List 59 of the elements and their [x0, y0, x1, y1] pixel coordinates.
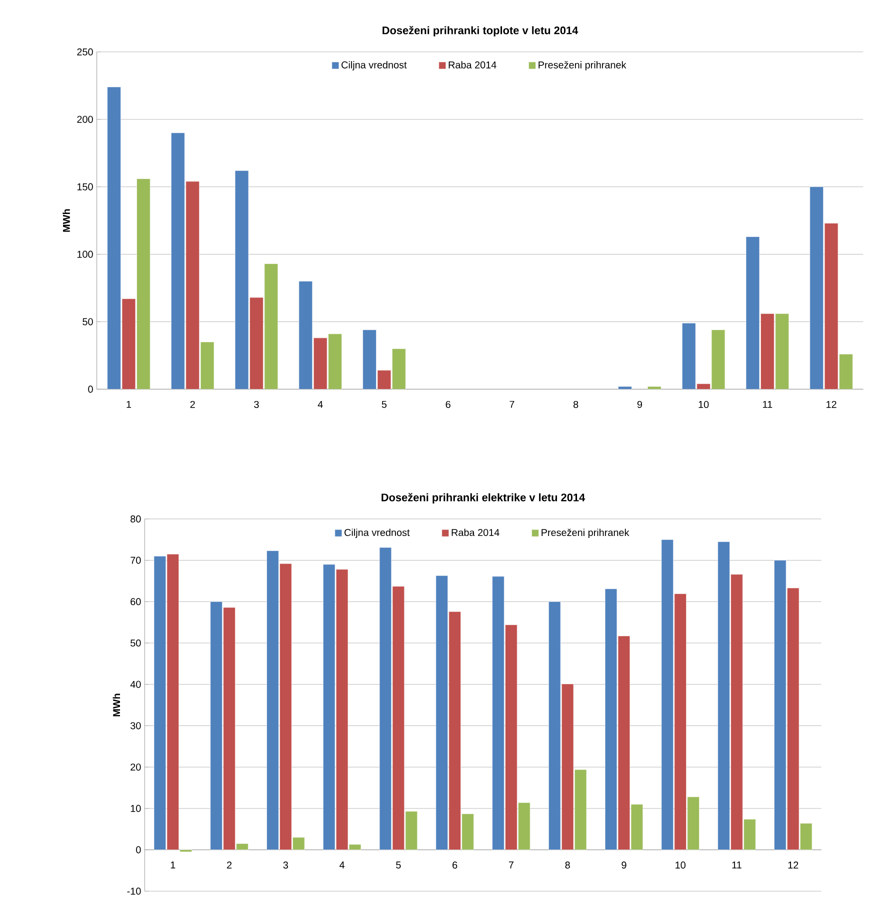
x-tick-label: 2	[190, 400, 195, 408]
legend-label: Preseženi prihranek	[542, 528, 630, 538]
x-tick-label: 11	[762, 400, 772, 408]
x-tick-label: 3	[254, 400, 259, 408]
chart-title: Doseženi prihranki toplote v letu 2014	[382, 26, 578, 36]
bar	[136, 178, 150, 390]
x-tick-label: 6	[452, 862, 458, 869]
y-tick-label: 50	[130, 640, 141, 647]
y-tick-label: 40	[130, 680, 141, 688]
x-tick-label: 6	[446, 400, 450, 408]
x-tick-label: 2	[226, 862, 232, 868]
chart-title: Doseženi prihranki elektrike v letu 2014	[382, 493, 585, 504]
y-tick-label: 10	[130, 804, 141, 812]
x-tick-label: 3	[283, 862, 288, 869]
bar	[618, 386, 632, 390]
x-tick-label: 1	[126, 400, 131, 408]
bar	[839, 354, 853, 390]
bar	[328, 334, 342, 390]
x-tick-label: 10	[698, 400, 709, 408]
x-tick-label: 4	[318, 400, 323, 408]
y-tick-label: 20	[130, 764, 141, 771]
legend-label: Ciljna vrednost	[344, 528, 410, 538]
x-tick-label: 8	[573, 400, 578, 408]
y-axis-title: MWh	[62, 209, 70, 232]
legend-label: Raba 2014	[448, 61, 496, 68]
x-tick-label: 12	[788, 862, 798, 868]
y-axis-title: MWh	[112, 694, 120, 716]
x-tick-label: 1	[170, 862, 176, 868]
legend-label: Ciljna vrednost	[341, 61, 407, 70]
x-tick-label: 12	[826, 400, 836, 408]
bar	[392, 348, 406, 390]
x-tick-label: 4	[339, 862, 344, 868]
y-tick-label: 0	[136, 846, 141, 854]
y-tick-label: 30	[130, 722, 141, 730]
x-tick-label: 10	[675, 862, 686, 869]
legend-label: Raba 2014	[452, 528, 500, 536]
bar	[200, 342, 214, 390]
bar	[775, 313, 789, 390]
x-tick-label: 5	[396, 862, 401, 868]
legend-label: Preseženi prihranek	[538, 61, 626, 70]
y-tick-label: 150	[77, 183, 93, 190]
y-tick-label: 250	[77, 48, 93, 56]
y-tick-label: -10	[127, 888, 141, 895]
bar	[264, 264, 278, 390]
x-tick-label: 9	[622, 862, 626, 869]
x-tick-label: 11	[732, 862, 742, 868]
y-tick-label: 70	[130, 556, 141, 564]
y-tick-label: 0	[88, 386, 93, 393]
x-tick-label: 7	[508, 862, 514, 868]
y-tick-label: 50	[82, 318, 93, 326]
x-tick-label: 9	[637, 400, 642, 408]
bar	[711, 330, 726, 390]
y-tick-label: 60	[130, 598, 141, 606]
y-tick-label: 100	[77, 250, 93, 258]
x-tick-label: 8	[565, 862, 570, 869]
y-tick-label: 200	[77, 116, 93, 123]
x-tick-label: 5	[382, 400, 386, 408]
y-tick-label: 80	[130, 515, 141, 522]
x-tick-label: 7	[510, 400, 514, 408]
